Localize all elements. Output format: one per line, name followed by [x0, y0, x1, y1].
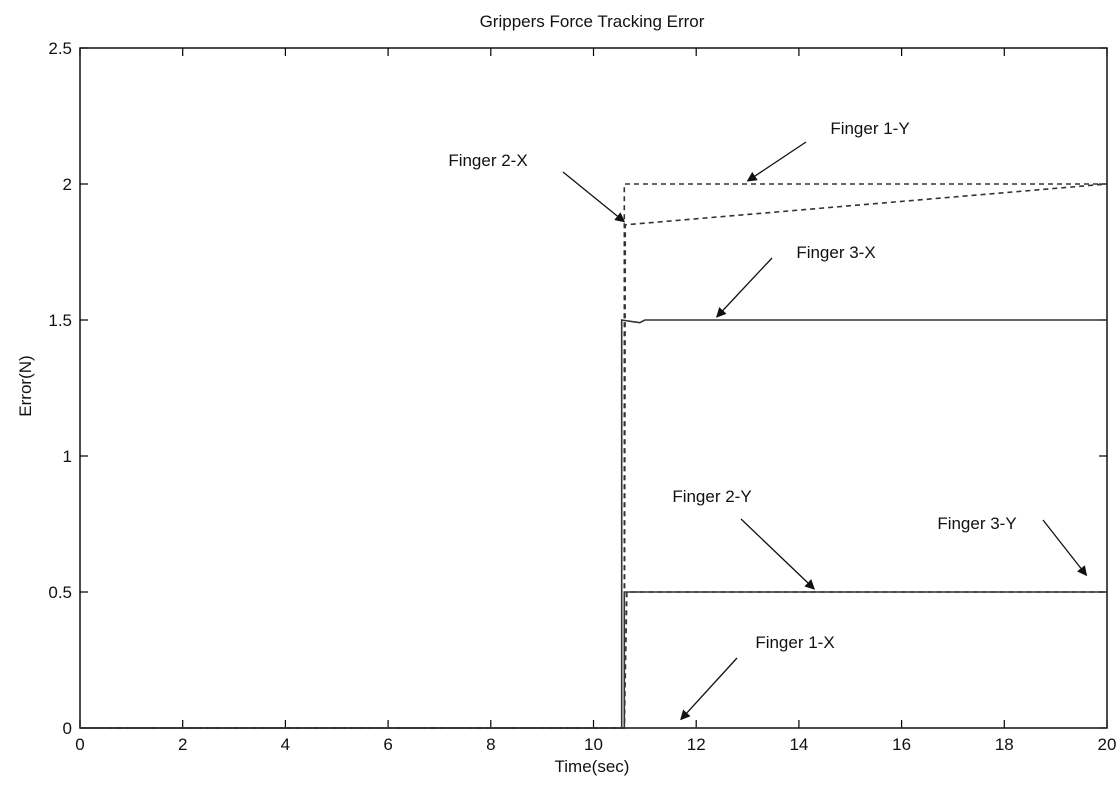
plot-frame [79, 47, 1108, 729]
chart-title: Grippers Force Tracking Error [480, 12, 705, 31]
annotation-arrow [716, 257, 773, 318]
y-tick-label: 0.5 [48, 583, 72, 602]
y-tick-label: 2 [63, 175, 72, 194]
plot-area: 0 2 4 6 8 10 12 14 16 18 20 0 0.5 1 1.5 2 2.5 [48, 39, 1116, 754]
annotation-arrow [1042, 519, 1088, 577]
annotation-label: Finger 1-X [755, 633, 834, 652]
annotation-arrow [680, 657, 738, 721]
annotation-label: Finger 2-X [448, 151, 527, 170]
series-layer [80, 183, 1108, 729]
x-tick-label: 8 [486, 735, 495, 754]
annotation-label: Finger 2-Y [672, 487, 751, 506]
series-line-finger-1-y [80, 183, 1107, 729]
series-line-finger-2-x [80, 183, 1108, 729]
x-tick-label: 0 [75, 735, 84, 754]
x-tick-label: 6 [383, 735, 392, 754]
x-tick-label: 16 [892, 735, 911, 754]
annotation-arrow [746, 141, 807, 182]
x-tick-label: 18 [995, 735, 1014, 754]
x-tick-label: 12 [687, 735, 706, 754]
annotation-layer: Finger 1-Y Finger 2-X Finger 3-X Finger 2-Y… [448, 119, 1088, 721]
x-axis-label: Time(sec) [555, 757, 630, 776]
x-tick-label: 4 [281, 735, 290, 754]
series-line-finger-2-y [80, 591, 1107, 729]
annotation-label: Finger 1-Y [830, 119, 909, 138]
annotation-label: Finger 3-Y [937, 514, 1016, 533]
y-axis-label: Error(N) [16, 355, 35, 416]
x-tick-label: 20 [1098, 735, 1117, 754]
y-tick-label: 1 [63, 447, 72, 466]
x-tick-label: 2 [178, 735, 187, 754]
x-tick-label: 14 [789, 735, 808, 754]
y-tick-label: 2.5 [48, 39, 72, 58]
series-line-finger-3-y [80, 591, 1107, 729]
annotation-arrow [562, 171, 626, 223]
x-tick-label: 10 [584, 735, 603, 754]
annotation-arrow [740, 518, 816, 590]
y-tick-label: 1.5 [48, 311, 72, 330]
y-tick-label: 0 [63, 719, 72, 738]
annotation-label: Finger 3-X [796, 243, 875, 262]
